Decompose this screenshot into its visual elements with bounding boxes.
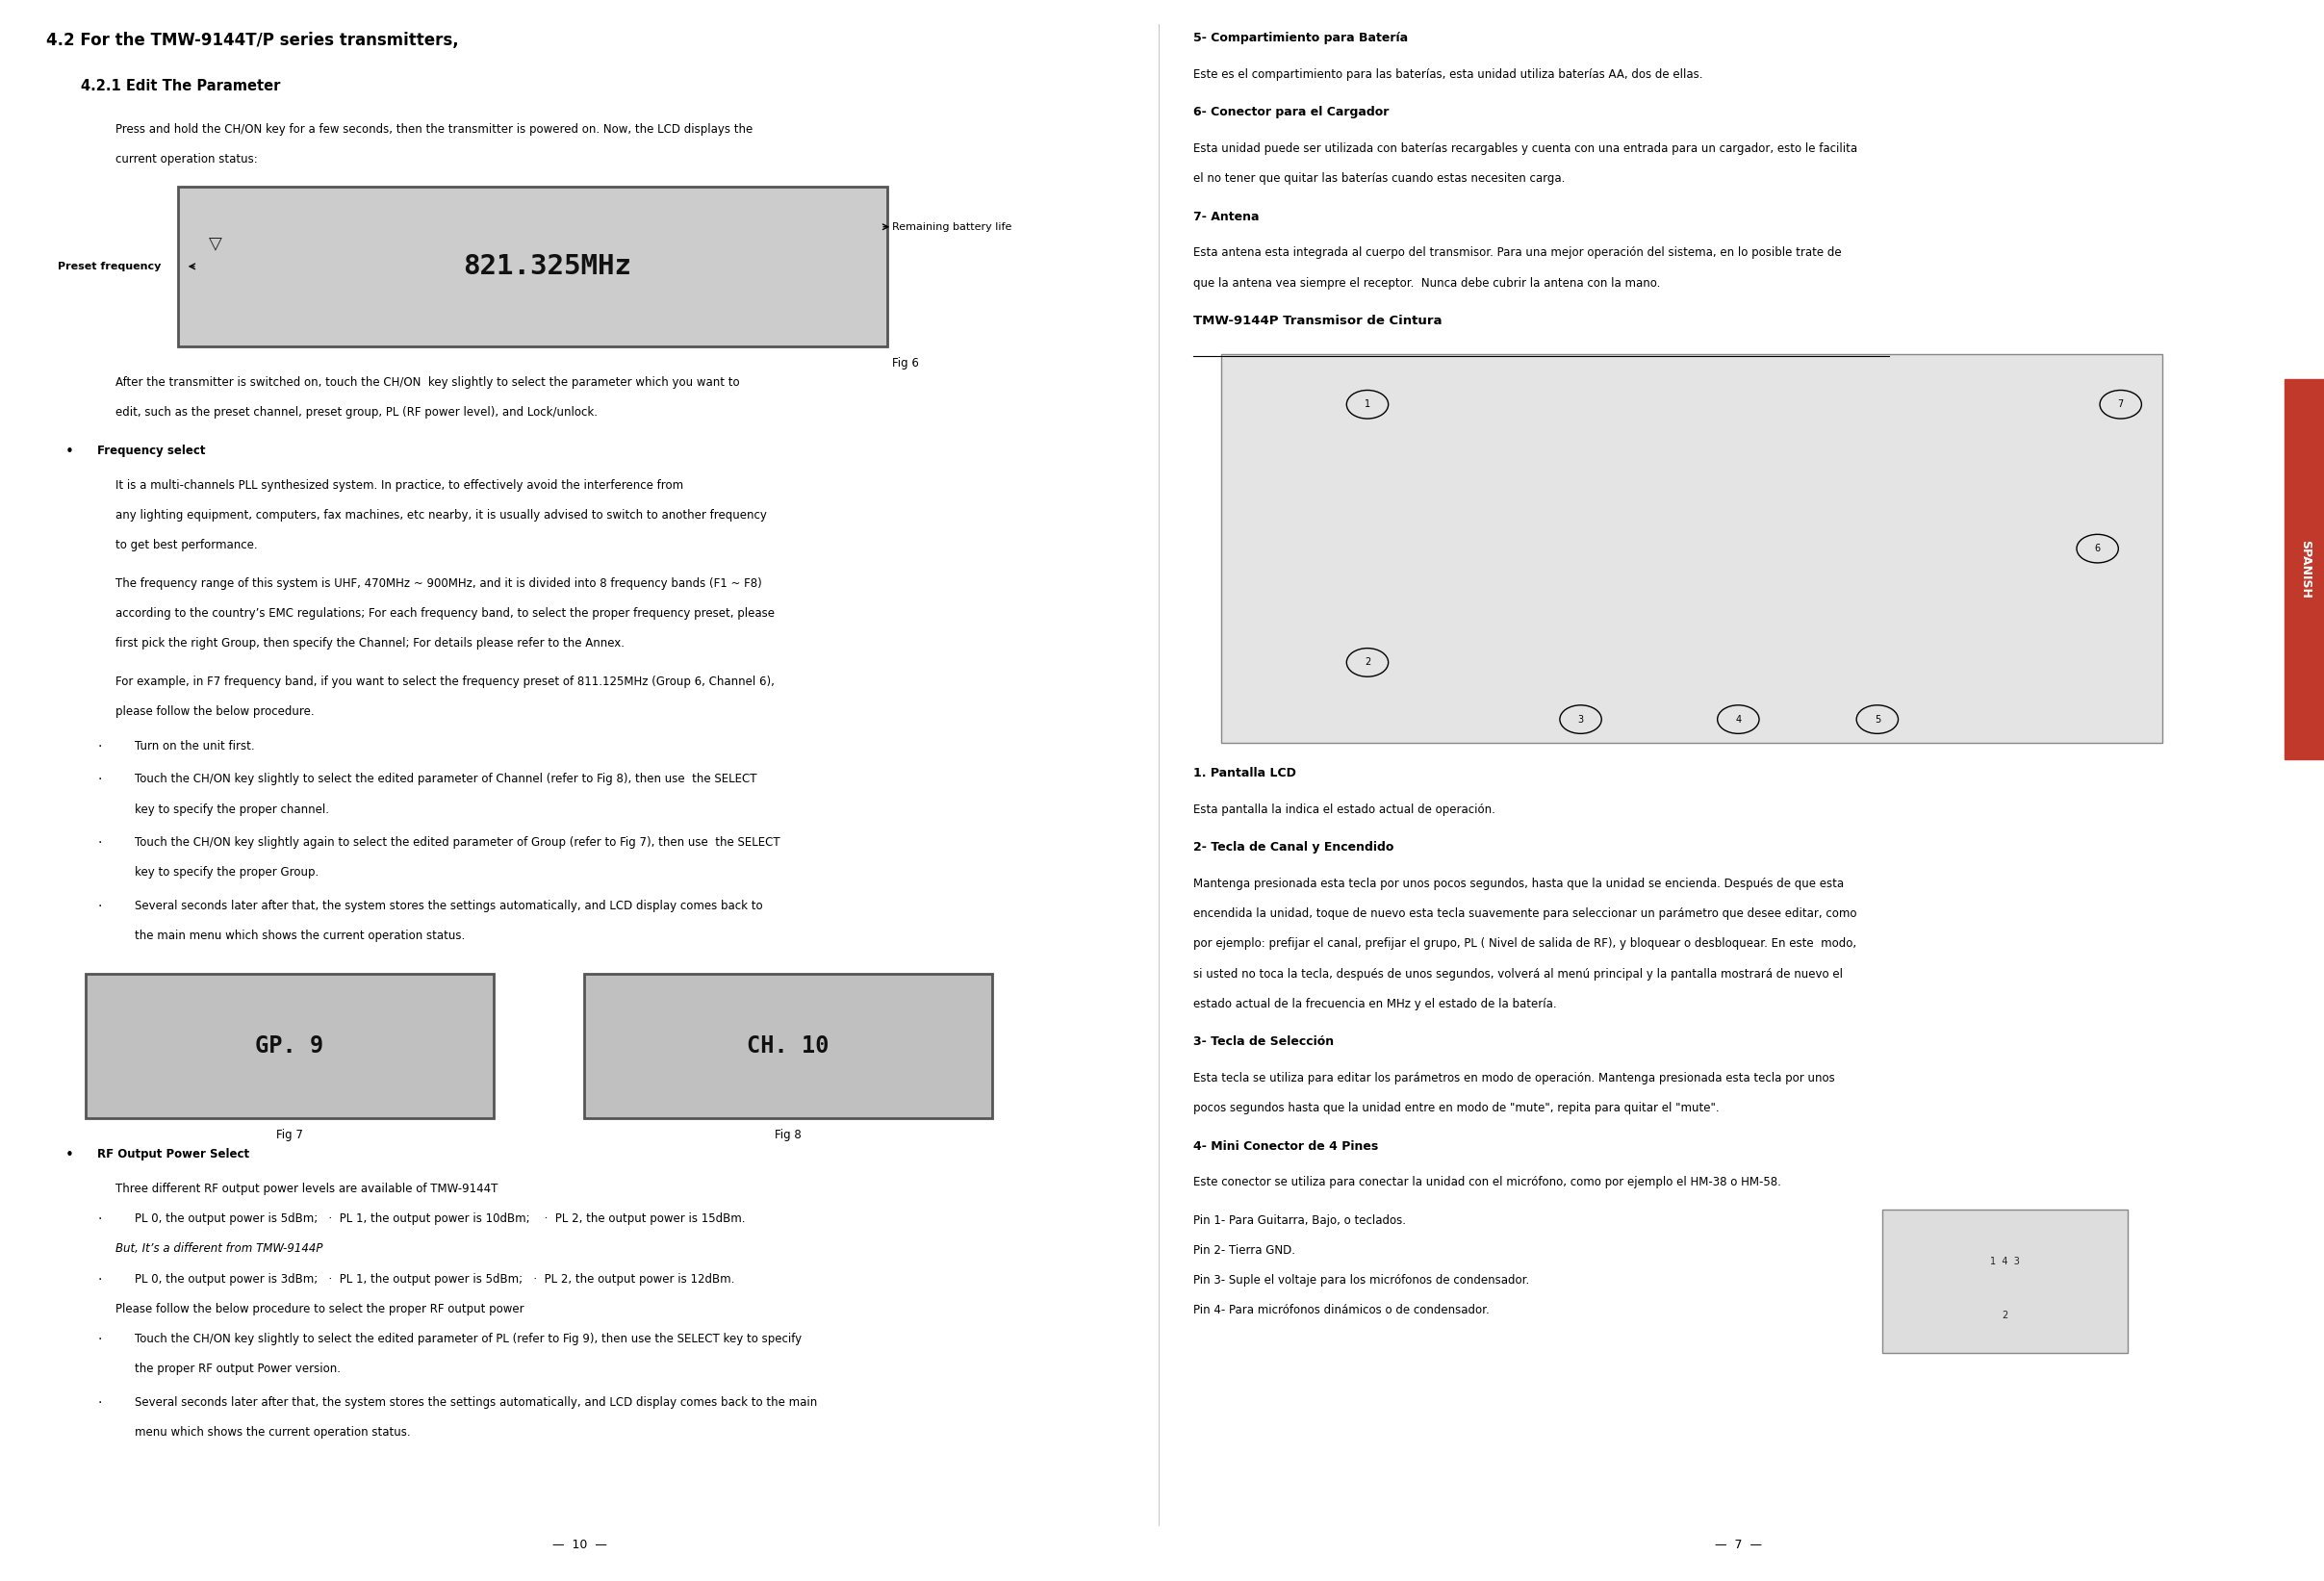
Text: 5: 5 <box>1875 715 1880 724</box>
Text: Touch the CH/ON key slightly to select the edited parameter of Channel (refer to: Touch the CH/ON key slightly to select t… <box>135 773 758 786</box>
Text: 2- Tecla de Canal y Encendido: 2- Tecla de Canal y Encendido <box>1195 841 1394 854</box>
Text: 821.325MHz: 821.325MHz <box>462 253 632 280</box>
Text: please follow the below procedure.: please follow the below procedure. <box>116 705 314 718</box>
Text: 1. Pantalla LCD: 1. Pantalla LCD <box>1195 767 1297 779</box>
Text: It is a multi-channels PLL synthesized system. In practice, to effectively avoid: It is a multi-channels PLL synthesized s… <box>116 479 683 492</box>
Text: Pin 3- Suple el voltaje para los micrófonos de condensador.: Pin 3- Suple el voltaje para los micrófo… <box>1195 1274 1529 1287</box>
Text: —  7  —: — 7 — <box>1715 1538 1762 1551</box>
Text: Mantenga presionada esta tecla por unos pocos segundos, hasta que la unidad se e: Mantenga presionada esta tecla por unos … <box>1195 877 1845 890</box>
Text: The frequency range of this system is UHF, 470MHz ~ 900MHz, and it is divided in: The frequency range of this system is UH… <box>116 577 762 590</box>
Text: —  10  —: — 10 — <box>553 1538 607 1551</box>
FancyBboxPatch shape <box>179 187 888 346</box>
Text: After the transmitter is switched on, touch the CH/ON  key slightly to select th: After the transmitter is switched on, to… <box>116 376 739 389</box>
Text: Pin 4- Para micrófonos dinámicos o de condensador.: Pin 4- Para micrófonos dinámicos o de co… <box>1195 1304 1490 1317</box>
Text: •: • <box>65 1148 74 1162</box>
Text: any lighting equipment, computers, fax machines, etc nearby, it is usually advis: any lighting equipment, computers, fax m… <box>116 509 767 522</box>
Text: Touch the CH/ON key slightly again to select the edited parameter of Group (refe: Touch the CH/ON key slightly again to se… <box>135 836 781 849</box>
Text: 6: 6 <box>2094 544 2101 553</box>
Text: 7- Antena: 7- Antena <box>1195 210 1260 223</box>
Text: Este es el compartimiento para las baterías, esta unidad utiliza baterías AA, do: Este es el compartimiento para las bater… <box>1195 68 1703 81</box>
Text: ·: · <box>98 836 102 851</box>
Text: Remaining battery life: Remaining battery life <box>892 221 1011 232</box>
FancyBboxPatch shape <box>1222 354 2161 743</box>
Text: Touch the CH/ON key slightly to select the edited parameter of PL (refer to Fig : Touch the CH/ON key slightly to select t… <box>135 1333 802 1345</box>
Text: 4.2.1 Edit The Parameter: 4.2.1 Edit The Parameter <box>81 79 281 93</box>
Text: Frequency select: Frequency select <box>98 444 205 457</box>
Text: PL 0, the output power is 3dBm;   ·  PL 1, the output power is 5dBm;   ·  PL 2, : PL 0, the output power is 3dBm; · PL 1, … <box>135 1273 734 1285</box>
Text: 4- Mini Conector de 4 Pines: 4- Mini Conector de 4 Pines <box>1195 1140 1378 1153</box>
Text: Three different RF output power levels are available of TMW-9144T: Three different RF output power levels a… <box>116 1183 497 1195</box>
Text: key to specify the proper channel.: key to specify the proper channel. <box>135 803 328 816</box>
Text: 1  4  3: 1 4 3 <box>1989 1257 2020 1266</box>
Text: Pin 2- Tierra GND.: Pin 2- Tierra GND. <box>1195 1244 1294 1257</box>
Text: 2: 2 <box>1364 658 1371 667</box>
Text: Pin 1- Para Guitarra, Bajo, o teclados.: Pin 1- Para Guitarra, Bajo, o teclados. <box>1195 1214 1406 1227</box>
Text: the proper RF output Power version.: the proper RF output Power version. <box>135 1363 339 1375</box>
Text: 1: 1 <box>1364 400 1371 409</box>
Text: ·: · <box>98 740 102 754</box>
Text: Turn on the unit first.: Turn on the unit first. <box>135 740 253 753</box>
Text: 4: 4 <box>1736 715 1741 724</box>
Text: si usted no toca la tecla, después de unos segundos, volverá al menú principal y: si usted no toca la tecla, después de un… <box>1195 968 1843 980</box>
Text: GP. 9: GP. 9 <box>256 1034 323 1058</box>
Text: 7: 7 <box>2117 400 2124 409</box>
Text: CH. 10: CH. 10 <box>746 1034 830 1058</box>
Text: Este conector se utiliza para conectar la unidad con el micrófono, como por ejem: Este conector se utiliza para conectar l… <box>1195 1176 1783 1189</box>
FancyBboxPatch shape <box>2284 379 2324 759</box>
Text: estado actual de la frecuencia en MHz y el estado de la batería.: estado actual de la frecuencia en MHz y … <box>1195 998 1557 1010</box>
Text: Fig 7: Fig 7 <box>277 1129 302 1141</box>
Text: ·: · <box>98 1273 102 1287</box>
Text: according to the country’s EMC regulations; For each frequency band, to select t: according to the country’s EMC regulatio… <box>116 607 776 620</box>
Text: ·: · <box>98 1396 102 1410</box>
Text: Several seconds later after that, the system stores the settings automatically, : Several seconds later after that, the sy… <box>135 1396 818 1409</box>
Text: SPANISH: SPANISH <box>2298 539 2310 599</box>
Text: Esta pantalla la indica el estado actual de operación.: Esta pantalla la indica el estado actual… <box>1195 803 1497 816</box>
Text: the main menu which shows the current operation status.: the main menu which shows the current op… <box>135 930 465 942</box>
Text: ▽: ▽ <box>209 236 223 253</box>
Text: For example, in F7 frequency band, if you want to select the frequency preset of: For example, in F7 frequency band, if yo… <box>116 675 774 688</box>
Text: Esta unidad puede ser utilizada con baterías recargables y cuenta con una entrad: Esta unidad puede ser utilizada con bate… <box>1195 142 1857 155</box>
Text: Press and hold the CH/ON key for a few seconds, then the transmitter is powered : Press and hold the CH/ON key for a few s… <box>116 123 753 136</box>
Text: PL 0, the output power is 5dBm;   ·  PL 1, the output power is 10dBm;    ·  PL 2: PL 0, the output power is 5dBm; · PL 1, … <box>135 1213 746 1225</box>
Text: Please follow the below procedure to select the proper RF output power: Please follow the below procedure to sel… <box>116 1303 525 1315</box>
Text: Esta antena esta integrada al cuerpo del transmisor. Para una mejor operación de: Esta antena esta integrada al cuerpo del… <box>1195 247 1843 259</box>
Text: 3- Tecla de Selección: 3- Tecla de Selección <box>1195 1036 1334 1048</box>
Text: 2: 2 <box>2001 1311 2008 1320</box>
Text: •: • <box>65 444 74 458</box>
Text: Several seconds later after that, the system stores the settings automatically, : Several seconds later after that, the sy… <box>135 900 762 912</box>
Text: to get best performance.: to get best performance. <box>116 539 258 552</box>
Text: 6- Conector para el Cargador: 6- Conector para el Cargador <box>1195 106 1390 119</box>
Text: But, It’s a different from TMW-9144P: But, It’s a different from TMW-9144P <box>116 1243 323 1255</box>
Text: 3: 3 <box>1578 715 1583 724</box>
Text: ·: · <box>98 900 102 914</box>
Text: el no tener que quitar las baterías cuando estas necesiten carga.: el no tener que quitar las baterías cuan… <box>1195 172 1566 185</box>
FancyBboxPatch shape <box>86 974 493 1118</box>
Text: current operation status:: current operation status: <box>116 153 258 166</box>
Text: 4.2 For the TMW-9144T/P series transmitters,: 4.2 For the TMW-9144T/P series transmitt… <box>46 32 458 49</box>
Text: 5- Compartimiento para Batería: 5- Compartimiento para Batería <box>1195 32 1408 44</box>
Text: edit, such as the preset channel, preset group, PL (RF power level), and Lock/un: edit, such as the preset channel, preset… <box>116 406 597 419</box>
Text: Esta tecla se utiliza para editar los parámetros en modo de operación. Mantenga : Esta tecla se utiliza para editar los pa… <box>1195 1072 1836 1085</box>
Text: RF Output Power Select: RF Output Power Select <box>98 1148 249 1160</box>
Text: pocos segundos hasta que la unidad entre en modo de "mute", repita para quitar e: pocos segundos hasta que la unidad entre… <box>1195 1102 1720 1115</box>
Text: ·: · <box>98 1333 102 1347</box>
Text: ·: · <box>98 773 102 787</box>
FancyBboxPatch shape <box>1882 1209 2129 1353</box>
Text: Preset frequency: Preset frequency <box>58 261 160 272</box>
FancyBboxPatch shape <box>583 974 992 1118</box>
Text: Fig 6: Fig 6 <box>892 357 918 370</box>
Text: por ejemplo: prefijar el canal, prefijar el grupo, PL ( Nivel de salida de RF), : por ejemplo: prefijar el canal, prefijar… <box>1195 938 1857 950</box>
Text: key to specify the proper Group.: key to specify the proper Group. <box>135 866 318 879</box>
Text: menu which shows the current operation status.: menu which shows the current operation s… <box>135 1426 411 1439</box>
Text: ·: · <box>98 1213 102 1227</box>
Text: TMW-9144P Transmisor de Cintura: TMW-9144P Transmisor de Cintura <box>1195 315 1443 327</box>
Text: Fig 8: Fig 8 <box>774 1129 802 1141</box>
Text: first pick the right Group, then specify the Channel; For details please refer t: first pick the right Group, then specify… <box>116 637 625 650</box>
Text: encendida la unidad, toque de nuevo esta tecla suavemente para seleccionar un pa: encendida la unidad, toque de nuevo esta… <box>1195 907 1857 920</box>
Text: que la antena vea siempre el receptor.  Nunca debe cubrir la antena con la mano.: que la antena vea siempre el receptor. N… <box>1195 277 1662 289</box>
